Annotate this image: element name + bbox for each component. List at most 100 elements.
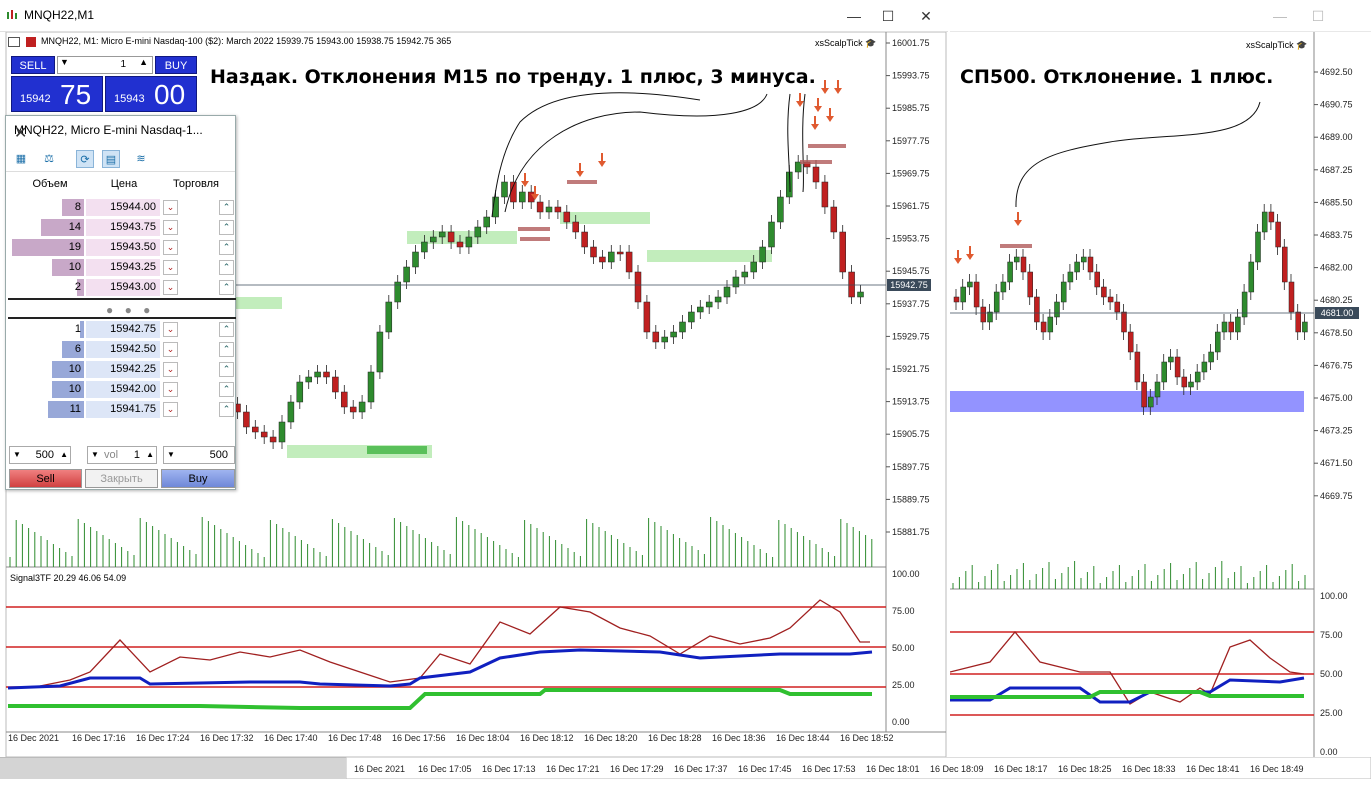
buy-limit-icon[interactable]: ⌃ <box>219 240 234 255</box>
dom-close-position-button[interactable]: Закрыть <box>85 469 158 488</box>
sell-limit-icon[interactable]: ⌄ <box>163 322 178 337</box>
horizontal-scrollbar[interactable] <box>0 757 346 779</box>
dom-sell-button[interactable]: Sell <box>9 469 82 488</box>
bid-volume-bar <box>51 361 84 378</box>
depth-of-market-window[interactable]: MNQH22, Micro E-mini Nasdaq-1... ✕ ▦ ⚖ ⟳… <box>5 115 236 490</box>
osc-axis-label: 75.00 <box>1320 630 1343 640</box>
bull-candle <box>1067 271 1074 283</box>
fixed-view-icon[interactable]: ▤ <box>102 150 120 168</box>
sell-limit-icon[interactable]: ⌄ <box>163 220 178 235</box>
close-window-button[interactable]: ✕ <box>920 8 932 24</box>
bull-candle <box>430 236 437 243</box>
sell-limit-icon[interactable]: ⌄ <box>163 200 178 215</box>
lot-size-field[interactable]: ▼ 1 ▲ <box>57 56 153 74</box>
left-qty-up-icon[interactable]: ▲ <box>60 450 68 459</box>
oscillator-green-line <box>8 688 872 710</box>
buy-limit-icon[interactable]: ⌃ <box>219 342 234 357</box>
vol-up-icon[interactable]: ▲ <box>146 450 154 459</box>
time-axis-label: 16 Dec 17:40 <box>264 733 318 743</box>
right-qty-down-icon[interactable]: ▼ <box>167 450 175 459</box>
bid-price-small: 15942 <box>20 93 51 105</box>
maximize-button[interactable]: ☐ <box>881 8 895 24</box>
bear-candle <box>812 166 820 183</box>
bid-row[interactable]: 11 15941.75 ⌄ ⌃ <box>9 400 235 419</box>
vol-down-icon[interactable]: ▼ <box>91 450 99 459</box>
bottom-time-label: 16 Dec 17:05 <box>418 764 472 774</box>
buy-limit-icon[interactable]: ⌃ <box>219 322 234 337</box>
right-quantity-spinner[interactable]: ▼ 500 <box>163 446 235 464</box>
sp500-chart[interactable]: 4692.50 4690.75 4689.00 4687.25 4685.50 4683.… <box>950 32 1371 757</box>
minimize-button[interactable]: — <box>847 8 861 24</box>
left-quantity-spinner[interactable]: ▼ 500 ▲ <box>9 446 71 464</box>
bear-candle <box>1134 351 1141 383</box>
bull-candle <box>287 401 295 423</box>
buy-limit-icon[interactable]: ⌃ <box>219 260 234 275</box>
down-arrow-icon <box>834 80 842 94</box>
bid-row[interactable]: 10 15942.00 ⌄ ⌃ <box>9 380 235 399</box>
down-arrow-icon <box>576 163 584 177</box>
ask-row[interactable]: 19 15943.50 ⌄ ⌃ <box>9 238 235 257</box>
bear-candle <box>456 241 464 248</box>
trade-mode-icon[interactable]: ⚖ <box>44 153 54 165</box>
ask-row[interactable]: 14 15943.75 ⌄ ⌃ <box>9 218 235 237</box>
bottom-time-label: 16 Dec 18:09 <box>930 764 984 774</box>
buy-limit-icon[interactable]: ⌃ <box>219 362 234 377</box>
one-click-sell-button[interactable]: SELL <box>11 56 55 74</box>
bid-price-box[interactable]: 15942 75 <box>11 76 103 112</box>
buy-limit-icon[interactable]: ⌃ <box>219 280 234 295</box>
sell-limit-icon[interactable]: ⌄ <box>163 382 178 397</box>
sell-limit-icon[interactable]: ⌄ <box>163 240 178 255</box>
sell-limit-icon[interactable]: ⌄ <box>163 280 178 295</box>
ask-price-large: 00 <box>154 79 186 110</box>
dom-more-dots[interactable]: ● ● ● <box>106 303 155 317</box>
ask-row[interactable]: 2 15943.00 ⌄ ⌃ <box>9 278 235 297</box>
time-axis-label: 16 Dec 17:56 <box>392 733 446 743</box>
ask-volume-cell: 2 <box>9 279 84 296</box>
chart-menu-icon[interactable] <box>8 36 20 47</box>
osc-axis-label: 0.00 <box>1320 747 1338 757</box>
price-axis-label: 15969.75 <box>892 168 930 178</box>
buy-limit-icon[interactable]: ⌃ <box>219 382 234 397</box>
sell-limit-icon[interactable]: ⌄ <box>163 362 178 377</box>
bull-candle <box>412 251 419 268</box>
sell-limit-icon[interactable]: ⌄ <box>163 402 178 417</box>
one-click-buy-button[interactable]: BUY <box>155 56 197 74</box>
histogram-icon[interactable]: ≋ <box>136 153 146 165</box>
dom-buy-button[interactable]: Buy <box>161 469 235 488</box>
volume-spinner[interactable]: ▼ vol 1 ▲ <box>87 446 157 464</box>
ask-row[interactable]: 8 15944.00 ⌄ ⌃ <box>9 198 235 217</box>
sell-limit-icon[interactable]: ⌄ <box>163 260 178 275</box>
ask-price-box[interactable]: 15943 00 <box>105 76 197 112</box>
bottom-time-label: 16 Dec 18:49 <box>1250 764 1304 774</box>
bid-row[interactable]: 10 15942.25 ⌄ ⌃ <box>9 360 235 379</box>
dom-close-icon[interactable]: ✕ <box>14 125 28 142</box>
price-axis-label: 15913.75 <box>892 397 930 407</box>
price-axis-label: 15937.75 <box>892 299 930 309</box>
bear-candle <box>599 256 606 263</box>
price-axis-label: 4687.25 <box>1320 165 1353 175</box>
ask-row[interactable]: 10 15943.25 ⌄ ⌃ <box>9 258 235 277</box>
buy-limit-icon[interactable]: ⌃ <box>219 402 234 417</box>
price-axis-label: 16001.75 <box>892 38 930 48</box>
time-axis-label: 16 Dec 18:04 <box>456 733 510 743</box>
left-qty-down-icon[interactable]: ▼ <box>13 450 21 459</box>
sell-limit-icon[interactable]: ⌄ <box>163 342 178 357</box>
second-minimize-button[interactable]: — <box>1273 8 1287 24</box>
lot-increase-icon[interactable]: ▲ <box>139 57 148 67</box>
buy-limit-icon[interactable]: ⌃ <box>219 220 234 235</box>
time-axis-label: 16 Dec 18:12 <box>520 733 574 743</box>
bear-candle <box>563 211 571 223</box>
buy-limit-icon[interactable]: ⌃ <box>219 200 234 215</box>
second-maximize-button[interactable]: ☐ <box>1311 8 1325 24</box>
scroll-center-icon[interactable]: ⟳ <box>76 150 94 168</box>
bid-row[interactable]: 1 15942.75 ⌄ ⌃ <box>9 320 235 339</box>
ask-price: 15943.25 <box>86 259 160 276</box>
entry-level-marker <box>567 180 597 184</box>
lot-dropdown-icon[interactable]: ▼ <box>60 57 69 67</box>
price-axis-label: 4685.50 <box>1320 197 1353 207</box>
chart-mode-icon[interactable]: ▦ <box>15 153 27 165</box>
bull-candle <box>501 181 508 198</box>
bull-candle <box>1014 256 1020 263</box>
bid-row[interactable]: 6 15942.50 ⌄ ⌃ <box>9 340 235 359</box>
bottom-time-label: 16 Dec 17:29 <box>610 764 664 774</box>
